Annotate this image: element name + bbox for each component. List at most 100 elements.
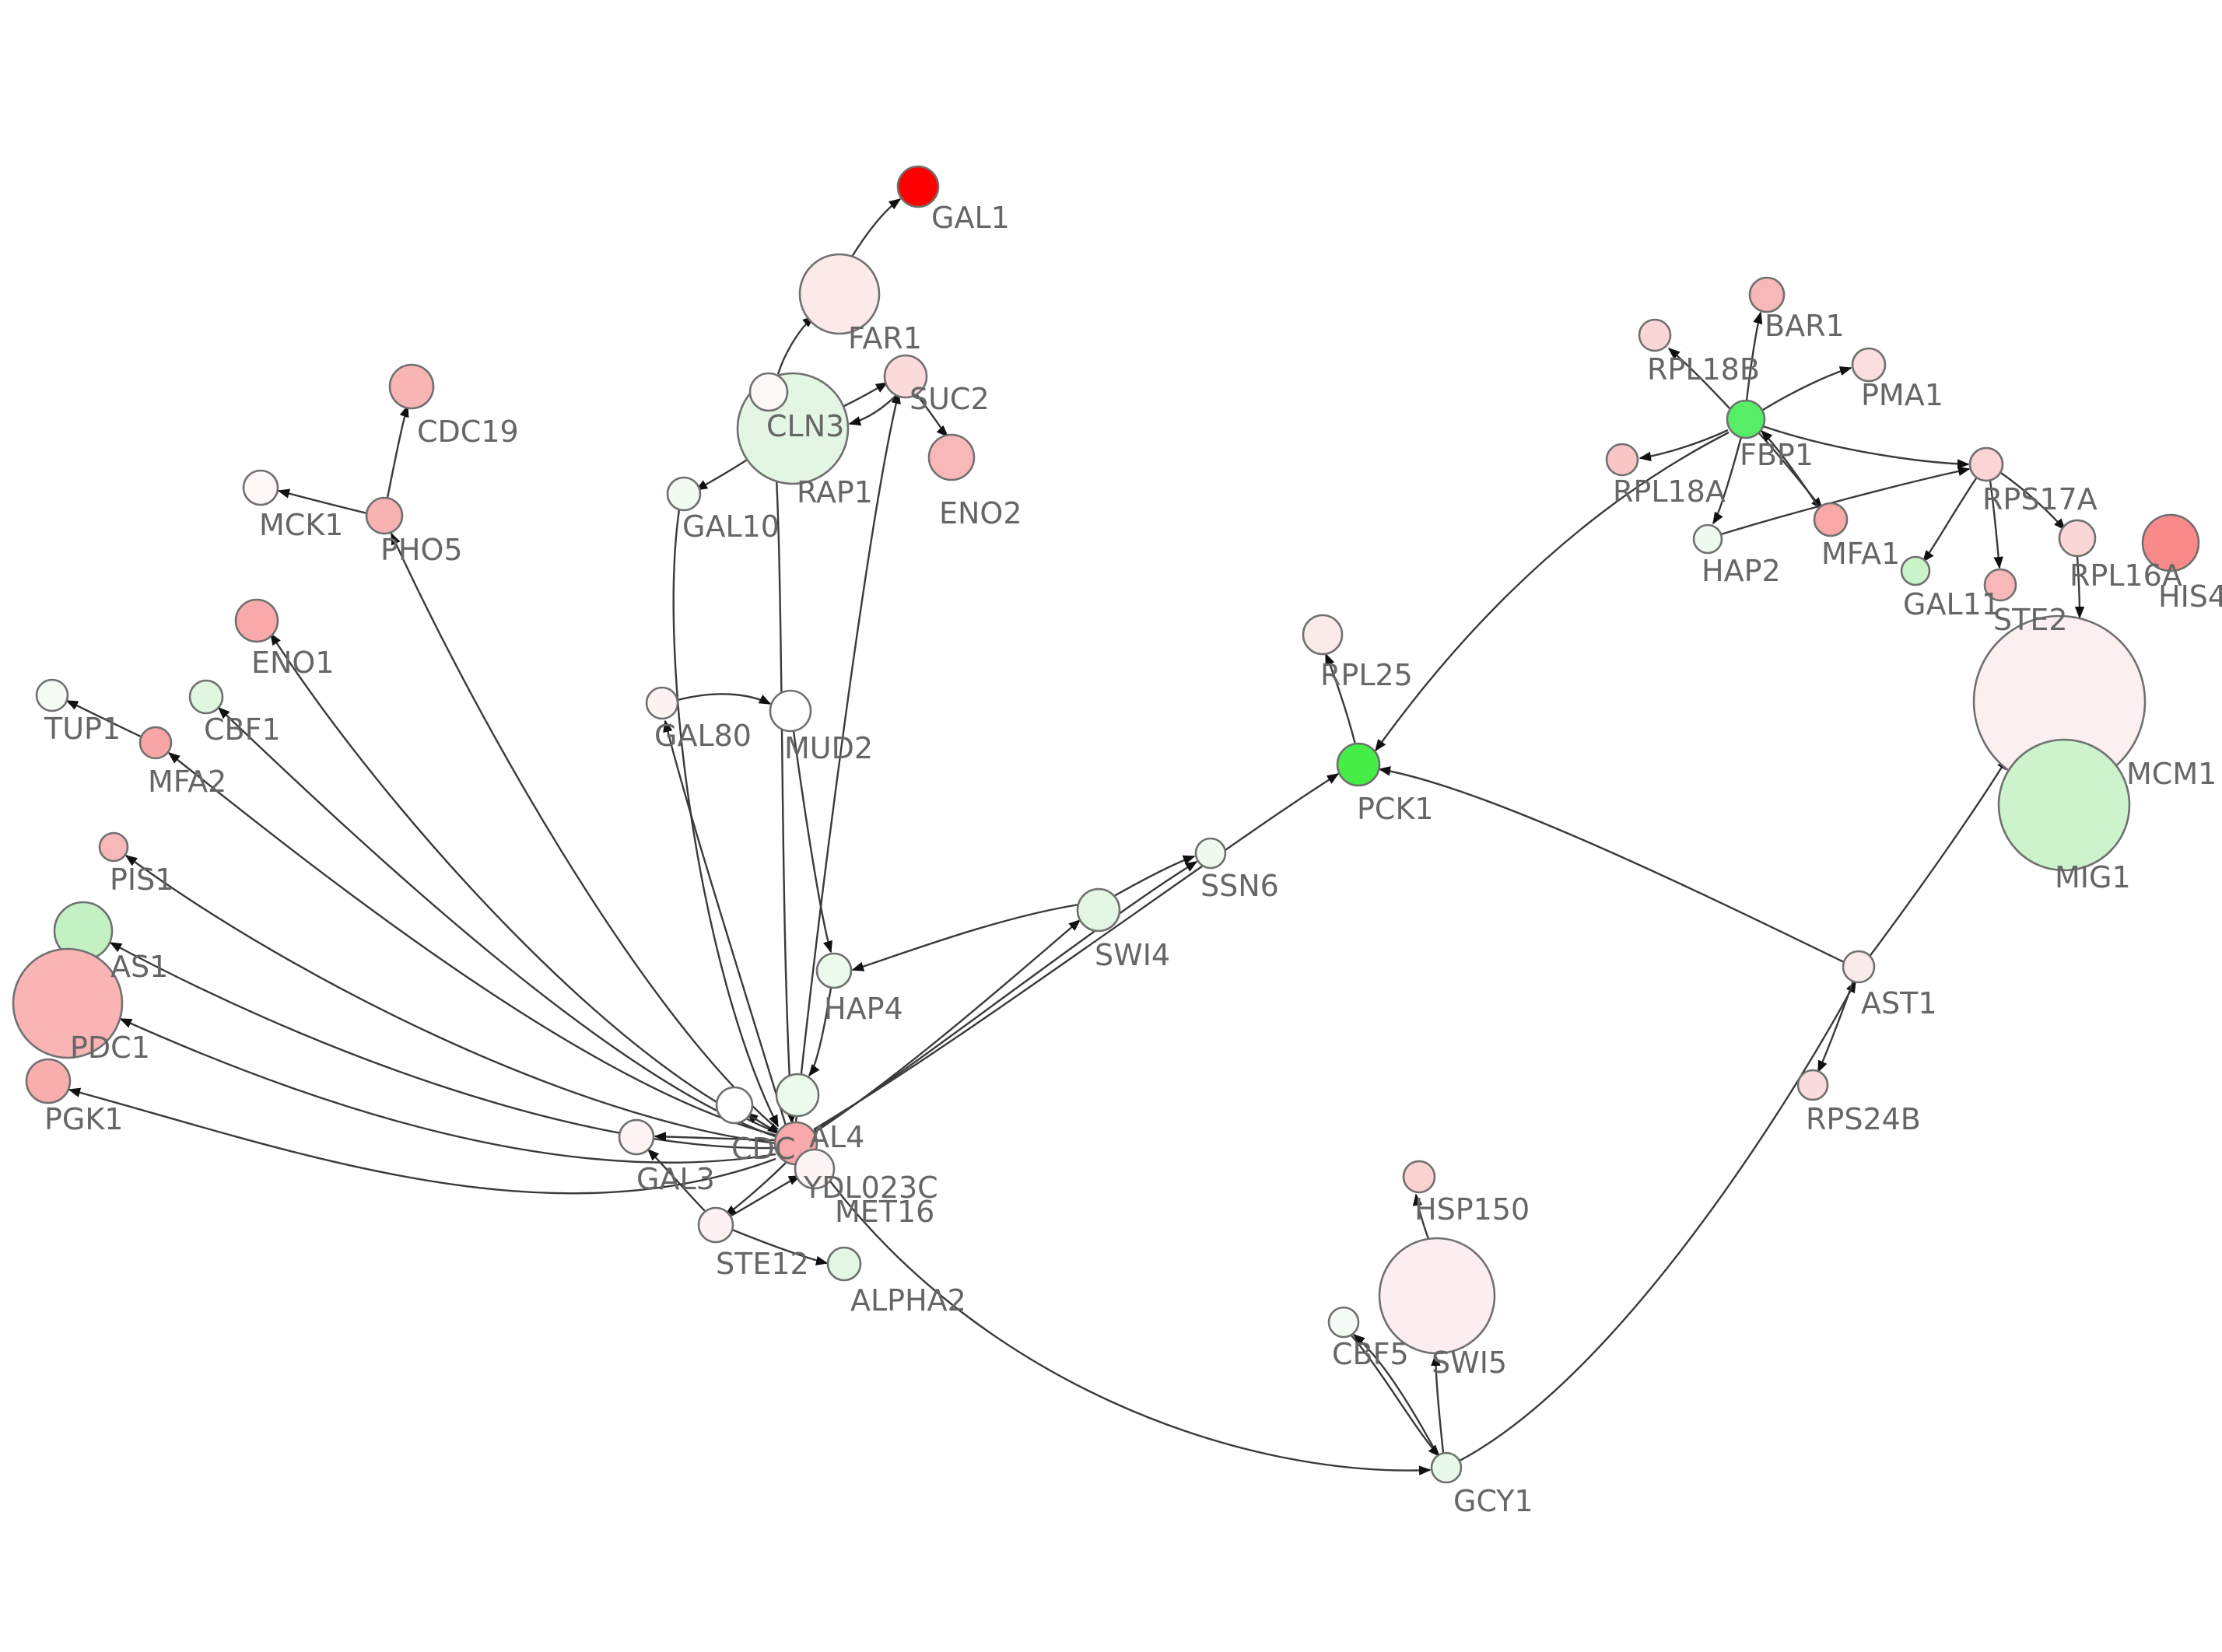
graph-node-bar1[interactable] xyxy=(1748,276,1786,313)
node-label-pma1: PMA1 xyxy=(1861,378,1943,412)
graph-node-ste2[interactable] xyxy=(1983,568,2017,602)
node-label-hap2: HAP2 xyxy=(1702,554,1781,588)
graph-node-fbp1[interactable] xyxy=(1726,399,1766,439)
graph-node-gal1[interactable] xyxy=(896,165,940,208)
graph-node-alpha2[interactable] xyxy=(826,1246,862,1282)
graph-edge xyxy=(386,404,409,499)
graph-node-suc2[interactable] xyxy=(883,354,928,399)
node-label-pgk1: PGK1 xyxy=(44,1102,123,1136)
node-label-pdc1: PDC1 xyxy=(70,1031,150,1065)
label-layer: GAL1 FAR1 SUC2 CLN3 RAP1 ENO2 GAL10 CDC19 MCK1 PH… xyxy=(44,201,2222,1518)
node-label-rpl25: RPL25 xyxy=(1320,658,1413,692)
node-label-gal1: GAL1 xyxy=(931,201,1010,235)
graph-node-hsp150[interactable] xyxy=(1402,1160,1436,1194)
node-label-gal3: GAL3 xyxy=(636,1162,715,1196)
graph-node-pdc1[interactable] xyxy=(12,947,124,1059)
graph-node-rpl25[interactable] xyxy=(1302,614,1344,656)
graph-node-mig1[interactable] xyxy=(1997,738,2131,872)
graph-node-ast1[interactable] xyxy=(1842,950,1876,984)
graph-node-his4[interactable] xyxy=(2141,513,2200,572)
graph-edge xyxy=(2074,555,2085,619)
node-label-rpl16a: RPL16A xyxy=(2070,558,2182,593)
node-label-pck1: PCK1 xyxy=(1357,792,1434,826)
graph-node-rps24b[interactable] xyxy=(1796,1069,1829,1101)
graph-edge xyxy=(390,532,779,1130)
node-label-mcm1: MCM1 xyxy=(2126,757,2217,791)
node-label-gal10: GAL10 xyxy=(682,509,780,544)
graph-node-rpl16a[interactable] xyxy=(2058,519,2097,558)
graph-node-eno1[interactable] xyxy=(234,598,279,643)
node-label-pis1: PIS1 xyxy=(110,863,173,897)
graph-node-rpl18a[interactable] xyxy=(1605,443,1639,477)
graph-node-gal3[interactable] xyxy=(618,1118,655,1156)
graph-node-ste12[interactable] xyxy=(697,1206,734,1244)
graph-node-met16[interactable] xyxy=(775,1073,820,1118)
graph-node-cdc39[interactable] xyxy=(715,1086,754,1125)
graph-edge xyxy=(119,1017,776,1164)
graph-node-swi5[interactable] xyxy=(1378,1237,1496,1355)
graph-edge xyxy=(269,632,778,1134)
graph-node-ssn6[interactable] xyxy=(1194,837,1227,870)
graph-node-mck1[interactable] xyxy=(242,469,279,506)
graph-edge xyxy=(1375,431,1730,752)
graph-node-swi4[interactable] xyxy=(1076,887,1121,933)
graph-edge xyxy=(731,1228,829,1266)
node-label-tup1: TUP1 xyxy=(44,712,121,746)
graph-node-pis1[interactable] xyxy=(98,831,129,863)
node-label-ast1: AST1 xyxy=(1861,986,1937,1020)
graph-edge xyxy=(1350,1334,1441,1458)
graph-edge xyxy=(654,1132,776,1142)
graph-node-gal11[interactable] xyxy=(1900,555,1931,586)
graph-edge xyxy=(1113,855,1196,898)
node-label-ydl023c: YDL023C xyxy=(803,1171,938,1205)
graph-node-eno2[interactable] xyxy=(927,433,976,481)
graph-node-pgk1[interactable] xyxy=(25,1058,72,1104)
node-label-cbf5: CBF5 xyxy=(1332,1337,1409,1371)
node-label-cdc19: CDC19 xyxy=(417,415,519,449)
graph-edge xyxy=(109,941,777,1150)
graph-edge xyxy=(1817,980,1855,1073)
graph-node-cbf1[interactable] xyxy=(188,679,224,715)
node-label-gal80: GAL80 xyxy=(654,719,752,753)
graph-node-hap4[interactable] xyxy=(815,952,853,989)
graph-edge xyxy=(1868,757,2009,958)
graph-node-pho5[interactable] xyxy=(365,496,404,535)
graph-node-rps17a[interactable] xyxy=(1968,446,2004,482)
graph-node-gal80[interactable] xyxy=(645,686,679,720)
graph-edge xyxy=(1667,347,1730,409)
node-label-far1: FAR1 xyxy=(848,321,922,355)
graph-edge xyxy=(776,316,815,375)
graph-node-ydl023c[interactable] xyxy=(794,1148,836,1190)
node-label-suc2: SUC2 xyxy=(909,382,990,416)
graph-node-cbf5[interactable] xyxy=(1327,1306,1360,1339)
graph-node-mfa2[interactable] xyxy=(138,726,173,760)
graph-node-tup1[interactable] xyxy=(35,678,69,712)
graph-node-gcy1[interactable] xyxy=(1430,1451,1463,1484)
graph-edge xyxy=(1324,653,1357,745)
node-label-hsp150: HSP150 xyxy=(1414,1192,1530,1227)
graph-node-pma1[interactable] xyxy=(1851,347,1887,383)
graph-node-cdc19[interactable] xyxy=(388,363,435,410)
graph-node-far1[interactable] xyxy=(798,253,881,335)
graph-node-rpl18b[interactable] xyxy=(1638,318,1672,352)
node-label-rpl18b: RPL18B xyxy=(1647,352,1760,387)
graph-edge xyxy=(217,706,778,1139)
graph-edge xyxy=(277,488,368,515)
node-label-fbp1: FBP1 xyxy=(1740,438,1814,472)
node-label-mud2: MUD2 xyxy=(784,731,873,765)
graph-node-gal10[interactable] xyxy=(666,476,702,512)
node-label-rap1: RAP1 xyxy=(797,475,873,509)
graph-edge xyxy=(850,198,902,257)
graph-edge xyxy=(695,455,754,492)
graph-node-mfa1[interactable] xyxy=(1813,502,1849,537)
node-label-ste2: STE2 xyxy=(1993,603,2068,637)
node-label-met16: MET16 xyxy=(835,1195,934,1229)
graph-edge xyxy=(1922,478,1977,563)
graph-edge xyxy=(794,391,901,1123)
node-label-rps24b: RPS24B xyxy=(1806,1102,1921,1136)
graph-node-rap1[interactable] xyxy=(748,372,789,412)
graph-node-pck1[interactable] xyxy=(1336,742,1381,787)
graph-node-mud2[interactable] xyxy=(769,689,812,733)
graph-node-hap2[interactable] xyxy=(1692,523,1723,555)
graph-edge xyxy=(1459,980,1857,1462)
